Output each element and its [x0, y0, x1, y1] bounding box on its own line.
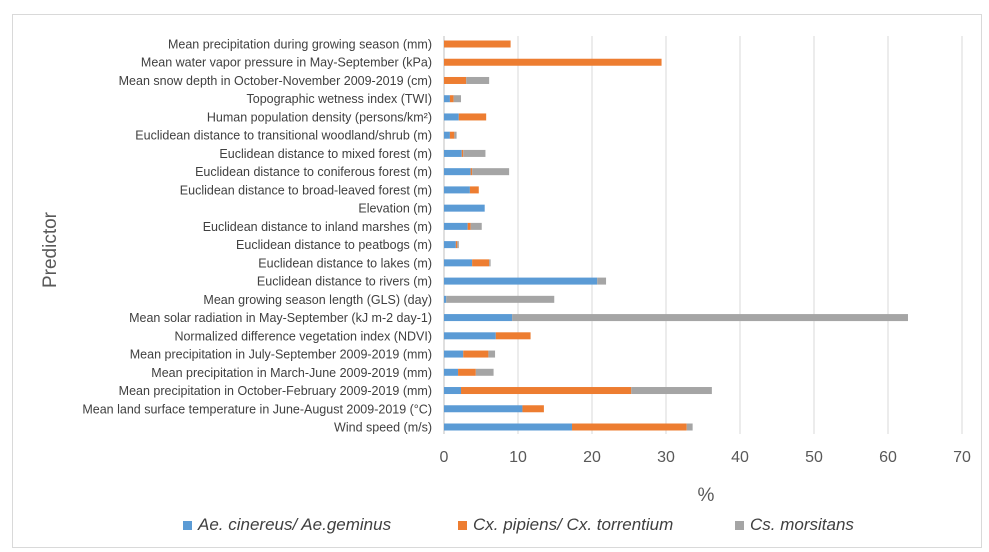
bar-segment	[522, 405, 544, 413]
bar-segment	[572, 423, 687, 431]
x-tick-label: 50	[805, 449, 823, 466]
x-tick-labels: 0 10 20 30 40 50 60 70	[440, 449, 971, 466]
category-label: Euclidean distance to coniferous forest …	[195, 165, 432, 179]
bar-segment	[463, 149, 486, 157]
category-label: Elevation (m)	[358, 202, 432, 216]
category-label: Mean precipitation in March-June 2009-20…	[151, 366, 432, 380]
category-label: Euclidean distance to transitional woodl…	[135, 129, 432, 143]
bar-segment	[444, 423, 573, 431]
bar-segment	[444, 350, 464, 358]
bar-segment	[444, 368, 459, 376]
x-tick-label: 40	[731, 449, 749, 466]
gridlines	[443, 36, 963, 434]
category-labels: Mean precipitation during growing season…	[82, 38, 432, 435]
bar-segment	[488, 350, 496, 358]
bar-segment	[455, 241, 458, 249]
category-label: Mean land surface temperature in June-Au…	[82, 402, 432, 416]
bar-segment	[444, 186, 470, 194]
category-label: Mean snow depth in October-November 2009…	[119, 74, 432, 88]
bar-segment	[686, 423, 693, 431]
bar-segment	[469, 186, 479, 194]
category-label: Euclidean distance to broad-leaved fores…	[180, 183, 432, 197]
category-label: Mean precipitation during growing season…	[168, 38, 432, 52]
bar-segment	[458, 368, 476, 376]
bar-segment	[444, 113, 459, 121]
legend-label: Cx. pipiens/ Cx. torrentium	[473, 515, 673, 534]
bar-segment	[444, 40, 511, 48]
x-tick-label: 10	[509, 449, 527, 466]
bar-segment	[470, 168, 473, 176]
bars	[444, 40, 908, 431]
category-label: Mean precipitation in July-September 200…	[130, 348, 432, 362]
bar-segment	[444, 168, 471, 176]
bar-segment	[444, 76, 467, 84]
category-label: Mean solar radiation in May-September (k…	[129, 311, 432, 325]
bar-segment	[512, 314, 908, 322]
bar-segment	[444, 259, 473, 267]
bar-segment	[631, 387, 712, 395]
bar-segment	[449, 95, 454, 103]
category-label: Topographic wetness index (TWI)	[247, 92, 433, 106]
bar-segment	[467, 222, 471, 230]
bar-segment	[454, 131, 457, 139]
category-label: Euclidean distance to inland marshes (m)	[203, 220, 432, 234]
bar-segment	[444, 58, 662, 66]
bar-segment	[472, 259, 490, 267]
x-tick-label: 0	[440, 449, 449, 466]
bar-segment	[597, 277, 607, 285]
legend-swatch	[735, 521, 744, 530]
category-label: Normalized difference vegetation index (…	[174, 329, 432, 343]
bar-segment	[461, 387, 632, 395]
category-label: Human population density (persons/km²)	[207, 110, 432, 124]
bar-segment	[470, 222, 482, 230]
bar-segment	[461, 149, 464, 157]
category-label: Euclidean distance to peatbogs (m)	[236, 238, 432, 252]
category-label: Mean precipitation in October-February 2…	[119, 384, 432, 398]
legend-label: Ae. cinereus/ Ae.geminus	[197, 515, 392, 534]
bar-segment	[444, 204, 485, 212]
category-label: Euclidean distance to lakes (m)	[258, 256, 432, 270]
bar-segment	[475, 368, 494, 376]
x-axis-title: %	[698, 485, 715, 506]
bar-segment	[444, 95, 450, 103]
y-axis-title: Predictor	[40, 211, 61, 288]
x-tick-label: 20	[583, 449, 601, 466]
x-tick-label: 30	[657, 449, 675, 466]
legend-swatch	[183, 521, 192, 530]
bar-segment	[444, 131, 450, 139]
bar-segment	[444, 405, 523, 413]
category-label: Euclidean distance to mixed forest (m)	[219, 147, 432, 161]
bar-segment	[444, 387, 462, 395]
bar-segment	[458, 113, 487, 121]
bar-segment	[444, 222, 468, 230]
legend: Ae. cinereus/ Ae.geminus Cx. pipiens/ Cx.…	[183, 515, 854, 534]
legend-label: Cs. morsitans	[750, 515, 854, 534]
category-label: Mean growing season length (GLS) (day)	[203, 293, 432, 307]
bar-segment	[444, 277, 598, 285]
bar-segment	[444, 241, 456, 249]
bar-segment	[444, 314, 513, 322]
bar-segment	[489, 259, 491, 267]
bar-segment	[457, 241, 459, 249]
category-label: Mean water vapor pressure in May-Septemb…	[141, 56, 432, 70]
category-label: Euclidean distance to rivers (m)	[257, 275, 432, 289]
bar-segment	[466, 76, 490, 84]
bar-segment	[453, 95, 462, 103]
legend-swatch	[458, 521, 467, 530]
category-label: Wind speed (m/s)	[334, 421, 432, 435]
bar-segment	[449, 131, 455, 139]
bar-segment	[472, 168, 510, 176]
bar-segment	[444, 149, 462, 157]
bar-segment	[446, 295, 555, 303]
x-tick-label: 70	[953, 449, 971, 466]
bar-segment	[463, 350, 489, 358]
bar-segment	[444, 332, 496, 340]
x-tick-label: 60	[879, 449, 897, 466]
bar-segment	[495, 332, 531, 340]
bar-segment	[444, 295, 447, 303]
